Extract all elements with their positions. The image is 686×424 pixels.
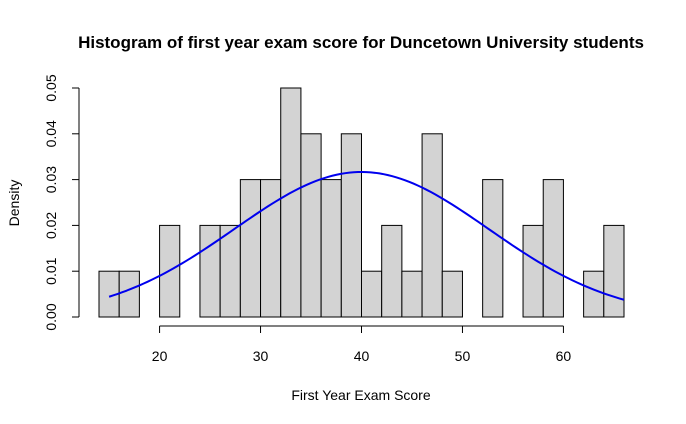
- histogram-bar-7: [239, 179, 262, 318]
- chart-title: Histogram of first year exam score for D…: [78, 33, 644, 52]
- y-tick-label-5: 0.05: [43, 74, 59, 101]
- histogram-bar-24: [583, 270, 605, 318]
- histogram-bar-17: [441, 270, 463, 318]
- histogram-bar-14: [381, 224, 403, 318]
- y-tick-label-4: 0.04: [43, 120, 59, 147]
- x-axis-label: First Year Exam Score: [291, 387, 430, 403]
- histogram-bars: [98, 87, 625, 318]
- y-tick-label-2: 0.02: [43, 212, 59, 239]
- histogram-bar-12: [340, 133, 362, 318]
- histogram-bar-16: [421, 133, 443, 318]
- y-axis-label: Density: [6, 180, 22, 227]
- x-tick-label-60: 60: [556, 348, 572, 364]
- histogram-bar-22: [542, 179, 564, 318]
- x-tick-label-20: 20: [152, 348, 168, 364]
- x-tick-label-40: 40: [354, 348, 370, 364]
- histogram-bar-11: [320, 179, 342, 318]
- histogram-bar-5: [199, 224, 221, 318]
- histogram-bar-6: [219, 224, 241, 318]
- histogram-bar-21: [522, 224, 544, 318]
- histogram-bar-13: [361, 270, 383, 318]
- y-tick-label-3: 0.03: [43, 166, 59, 193]
- x-tick-label-30: 30: [253, 348, 269, 364]
- histogram-bar-10: [300, 133, 322, 318]
- x-tick-label-50: 50: [455, 348, 471, 364]
- density-curve: [108, 170, 625, 301]
- y-tick-label-0: 0.00: [43, 303, 59, 330]
- y-axis-ticks: 0.00 0.01 0.02 0.03 0.04 0.05: [43, 74, 79, 331]
- histogram-bar-19: [482, 179, 504, 318]
- histogram-bar-9: [280, 87, 302, 318]
- histogram-bar-25: [603, 224, 625, 318]
- x-axis-ticks: 20 30 40 50 60: [152, 326, 572, 364]
- histogram-bar-15: [401, 270, 423, 318]
- y-tick-label-1: 0.01: [43, 257, 59, 284]
- histogram-bar-1: [118, 270, 140, 318]
